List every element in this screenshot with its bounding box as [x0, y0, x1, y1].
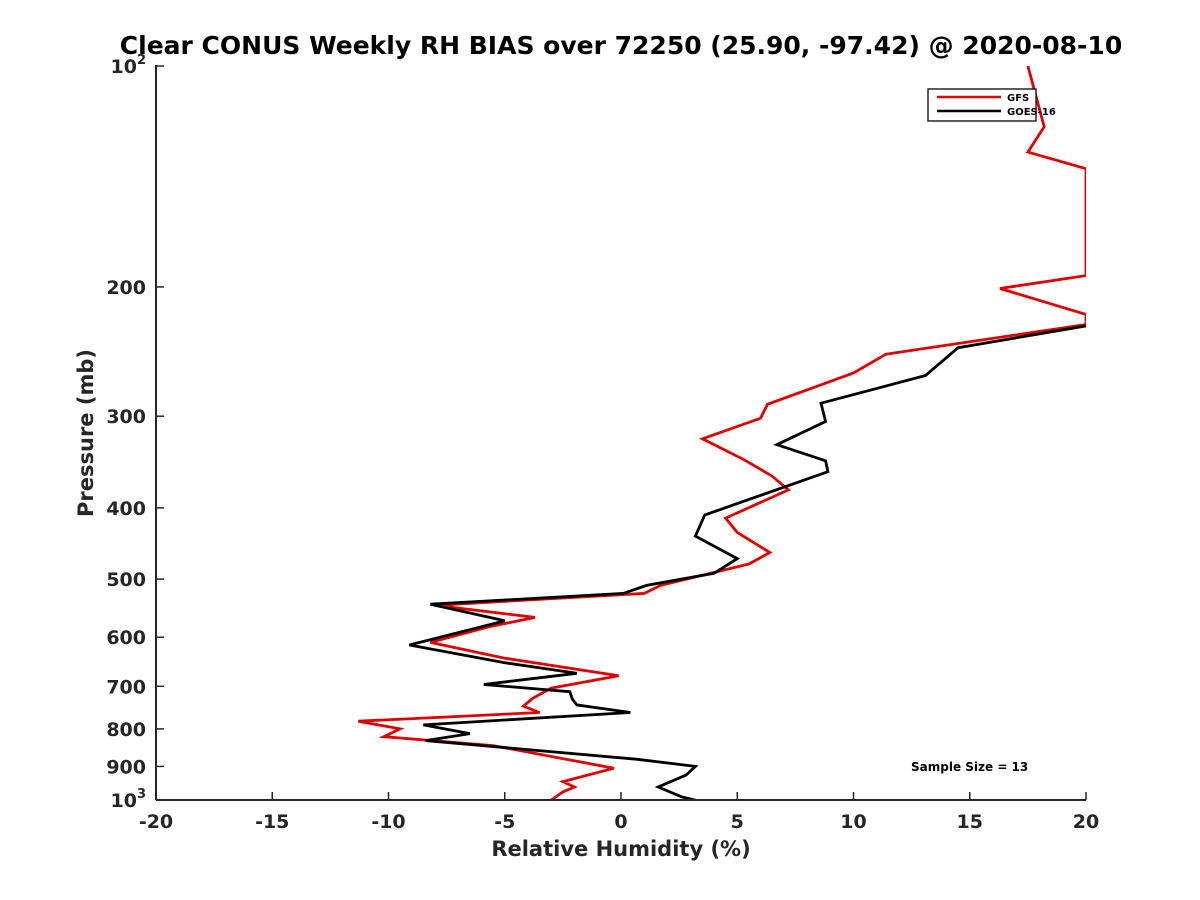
y-tick-label: 103 — [111, 787, 147, 812]
legend-box — [927, 88, 1037, 122]
series-line-gfs — [358, 66, 1086, 800]
x-tick-label: 5 — [731, 811, 744, 833]
x-axis-label: Relative Humidity (%) — [491, 837, 750, 861]
y-tick-label: 900 — [106, 756, 146, 778]
x-tick-label: 10 — [840, 811, 866, 833]
chart-title: Clear CONUS Weekly RH BIAS over 72250 (2… — [120, 31, 1122, 60]
x-tick-label: -5 — [494, 811, 515, 833]
y-tick-label: 700 — [106, 676, 146, 698]
y-tick-label: 500 — [106, 569, 146, 591]
x-tick-label: 20 — [1073, 811, 1099, 833]
series-layer — [358, 66, 1086, 800]
x-tick-label: 15 — [957, 811, 983, 833]
y-tick-label: 200 — [106, 277, 146, 299]
x-tick-label: -10 — [371, 811, 405, 833]
legend-label-goes16: GOES-16 — [1007, 107, 1056, 118]
x-tick-label: -15 — [255, 811, 289, 833]
y-tick-label: 102 — [111, 53, 147, 78]
y-axis-label: Pressure (mb) — [74, 349, 98, 517]
y-tick-label: 600 — [106, 627, 146, 649]
y-tick-label: 300 — [106, 406, 146, 428]
legend: GFS GOES-16 — [927, 88, 1056, 122]
series-line-goes-16 — [409, 324, 1086, 800]
axes-layer: -20 -15 -10 -5 0 5 10 15 20 102 200 300 400 500 600 700… — [106, 53, 1099, 833]
x-tick-label: 0 — [614, 811, 627, 833]
y-tick-label: 400 — [106, 498, 146, 520]
x-tick-label: -20 — [139, 811, 173, 833]
y-tick-label: 800 — [106, 719, 146, 741]
sample-size-annotation: Sample Size = 13 — [911, 760, 1028, 774]
legend-label-gfs: GFS — [1007, 93, 1029, 104]
